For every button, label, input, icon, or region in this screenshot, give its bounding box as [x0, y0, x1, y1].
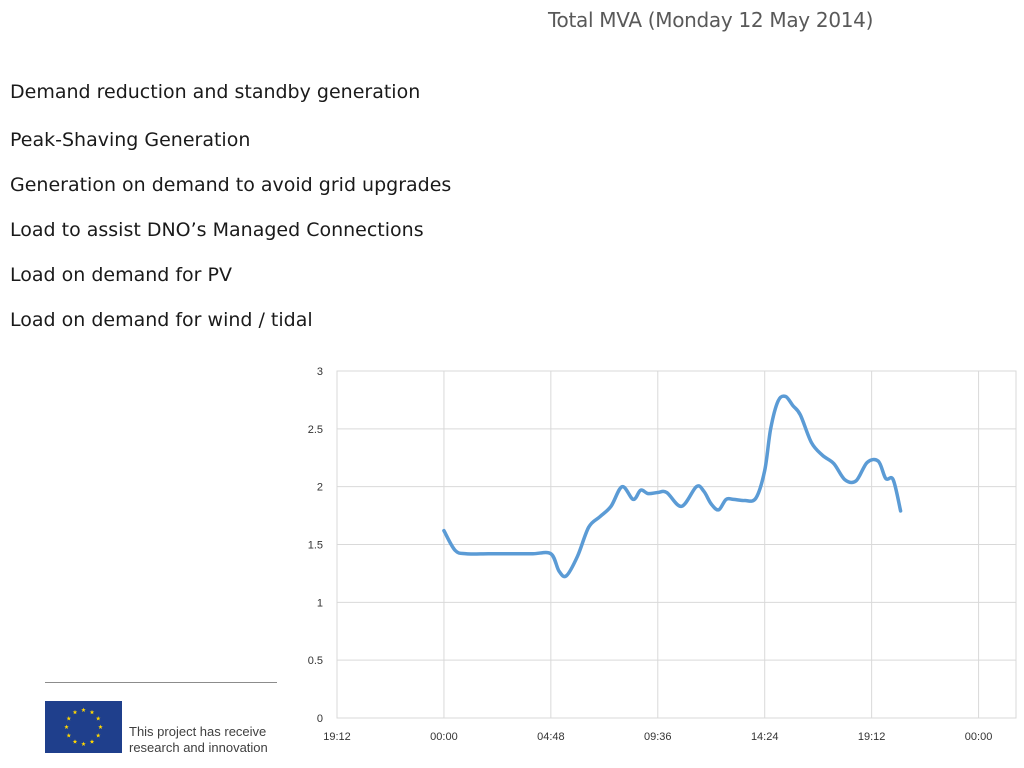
flag-star-icon — [72, 739, 78, 744]
flag-star-icon — [95, 733, 101, 738]
x-tick-label: 19:12 — [323, 731, 351, 743]
x-tick-label: 00:00 — [430, 731, 458, 743]
x-tick-label: 09:36 — [644, 731, 672, 743]
bullet-load-wind-tidal: Load on demand for wind / tidal — [10, 309, 313, 331]
funding-statement: This project has receive research and in… — [129, 724, 278, 756]
flag-star-icon — [89, 739, 95, 744]
flag-star-icon — [95, 716, 101, 721]
x-tick-label: 04:48 — [537, 731, 565, 743]
footer-divider — [45, 682, 277, 683]
x-tick-label: 00:00 — [965, 731, 993, 743]
y-tick-label: 2 — [317, 482, 323, 494]
y-tick-label: 3 — [317, 366, 323, 378]
chart-title: Total MVA (Monday 12 May 2014) — [548, 8, 874, 32]
bullet-managed-connections: Load to assist DNO’s Managed Connections — [10, 219, 424, 241]
funding-line-1: This project has receive — [129, 724, 267, 739]
flag-star-icon — [81, 707, 86, 712]
funding-line-2: research and innovation — [129, 740, 268, 755]
y-tick-label: 1.5 — [308, 540, 323, 552]
flag-star-icon — [89, 709, 95, 715]
flag-star-icon — [72, 709, 78, 715]
x-tick-label: 19:12 — [858, 731, 886, 743]
x-tick-label: 14:24 — [751, 731, 779, 743]
y-tick-label: 2.5 — [308, 424, 323, 436]
y-tick-label: 0 — [317, 713, 323, 725]
eu-flag-logo — [45, 701, 122, 753]
flag-star-icon — [66, 733, 72, 738]
bullet-peak-shaving: Peak-Shaving Generation — [10, 129, 251, 151]
flag-star-icon — [81, 741, 86, 746]
series-line — [442, 394, 903, 579]
y-tick-label: 1 — [317, 597, 323, 609]
y-tick-label: 0.5 — [308, 655, 323, 667]
flag-star-icon — [64, 724, 69, 729]
flag-star-icon — [66, 716, 72, 721]
bullet-load-pv: Load on demand for PV — [10, 264, 232, 286]
flag-star-icon — [98, 724, 103, 729]
bullet-generation-on-demand: Generation on demand to avoid grid upgra… — [10, 174, 452, 196]
bullet-demand-reduction: Demand reduction and standby generation — [10, 81, 421, 103]
